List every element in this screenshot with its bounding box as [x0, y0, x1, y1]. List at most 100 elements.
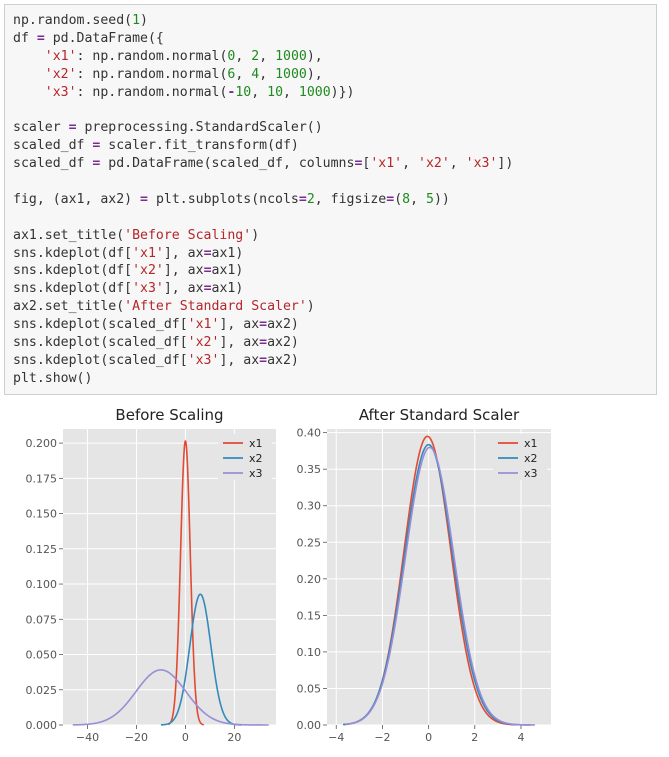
- code-token: [13, 85, 45, 100]
- code-cell[interactable]: np.random.seed(1) df = pd.DataFrame({ 'x1…: [4, 4, 657, 395]
- code-token: 10: [267, 84, 284, 100]
- xtick-label: 0: [182, 731, 189, 744]
- code-token: pd.DataFrame(scaled_df, columns: [100, 156, 355, 172]
- code-token: 'x2': [44, 66, 77, 82]
- code-token: scaler.fit_transform(df): [100, 138, 299, 154]
- ytick-label: 0.35: [297, 463, 322, 476]
- code-token: =: [36, 30, 45, 46]
- series-line-x1: [167, 440, 205, 726]
- chart-title: After Standard Scaler: [359, 406, 520, 424]
- code-token: 1: [132, 13, 141, 28]
- code-token: 'x2': [418, 156, 450, 172]
- ytick-label: 0.200: [26, 437, 58, 450]
- code-line: sns.kdeplot(df['x2'], ax=ax1): [13, 262, 513, 280]
- code-token: preprocessing.StandardScaler(): [76, 120, 323, 136]
- code-token: )}): [330, 84, 355, 100]
- code-token: ),: [306, 48, 323, 64]
- code-token: [: [362, 156, 371, 172]
- code-token: 'x1': [132, 245, 164, 261]
- code-token: 1000: [298, 84, 331, 100]
- code-token: ax1): [211, 263, 244, 279]
- code-token: scaled_df: [13, 138, 93, 154]
- output-figure: 0.000 0.025 0.050 0.075 0.100 0.125 0.150 0.175…: [0, 398, 669, 753]
- code-token: sns.kdeplot(scaled_df[: [13, 335, 188, 351]
- code-token: plt.show(): [13, 370, 93, 386]
- code-token: ], ax: [163, 263, 204, 279]
- code-line: ax2.set_title('After Standard Scaler'): [13, 298, 513, 316]
- code-token: =: [140, 191, 148, 207]
- code-line: scaler = preprocessing.StandardScaler(): [13, 119, 513, 137]
- code-token: ),: [306, 66, 323, 82]
- ytick-label: 0.125: [26, 543, 58, 556]
- legend-label: x3: [524, 467, 538, 480]
- xtick-label: −20: [125, 731, 148, 744]
- legend-label: x2: [524, 452, 538, 465]
- code-token: scaled_df: [13, 156, 93, 172]
- code-line: sns.kdeplot(scaled_df['x2'], ax=ax2): [13, 334, 513, 352]
- code-token: sns.kdeplot(df[: [13, 281, 133, 297]
- code-token: : np.random.normal(: [76, 48, 228, 64]
- ytick-label: 0.025: [26, 684, 58, 697]
- chart-1: 0.000 0.025 0.050 0.075 0.100 0.125 0.150 0.175…: [26, 406, 276, 744]
- code-token: ax2.set_title(: [13, 299, 125, 315]
- ytick-label: 0.20: [297, 573, 322, 586]
- ytick-label: 0.25: [297, 536, 322, 549]
- code-token: =: [203, 263, 212, 279]
- code-token: ,: [251, 84, 268, 100]
- code-line: fig, (ax1, ax2) = plt.subplots(ncols=2, …: [13, 191, 513, 209]
- ytick-label: 0.00: [297, 719, 322, 732]
- code-token: 1000: [275, 48, 307, 64]
- code-token: 'x1': [44, 48, 77, 64]
- code-token: 5: [425, 191, 434, 207]
- code-token: 4: [251, 66, 260, 82]
- code-token: pd.DataFrame({: [44, 30, 164, 46]
- figure-svg: 0.0000.0250.0500.0750.1000.1250.1500.175…: [26, 406, 551, 744]
- code-token: ,: [449, 156, 466, 172]
- code-token: ,: [235, 66, 252, 82]
- code-line: sns.kdeplot(df['x1'], ax=ax1): [13, 245, 513, 263]
- code-token: 'After Standard Scaler': [124, 299, 307, 315]
- ytick-label: 0.40: [297, 427, 322, 440]
- xtick-label: 0: [425, 731, 432, 744]
- code-block[interactable]: np.random.seed(1) df = pd.DataFrame({ 'x1…: [13, 12, 513, 388]
- code-token: sns.kdeplot(df[: [13, 263, 133, 279]
- code-token: )): [433, 191, 450, 207]
- code-token: ): [251, 227, 260, 243]
- code-token: 8: [402, 191, 411, 207]
- code-token: =: [259, 317, 268, 333]
- code-token: =: [259, 335, 268, 351]
- code-token: 'x2': [132, 263, 164, 279]
- ytick-label: 0.150: [26, 508, 58, 521]
- xtick-label: −2: [374, 731, 390, 744]
- code-line: scaled_df = scaler.fit_transform(df): [13, 137, 513, 155]
- code-token: [13, 49, 45, 64]
- code-token: ax2): [267, 335, 299, 351]
- ytick-label: 0.075: [26, 613, 58, 626]
- ytick-label: 0.30: [297, 500, 322, 513]
- code-line: sns.kdeplot(scaled_df['x1'], ax=ax2): [13, 316, 513, 334]
- code-line: ax1.set_title('Before Scaling'): [13, 227, 513, 245]
- code-token: sns.kdeplot(scaled_df[: [13, 317, 188, 333]
- code-line: np.random.seed(1): [13, 12, 513, 30]
- xtick-label: 2: [471, 731, 478, 744]
- legend-label: x3: [249, 467, 263, 480]
- xtick-label: 4: [517, 731, 524, 744]
- code-token: =: [259, 352, 268, 368]
- code-token: 1000: [275, 66, 307, 82]
- code-token: =: [354, 156, 363, 172]
- code-line: 'x1': np.random.normal(0, 2, 1000),: [13, 48, 513, 66]
- code-line: scaled_df = pd.DataFrame(scaled_df, colu…: [13, 155, 513, 173]
- code-token: ,: [235, 48, 252, 64]
- ytick-label: 0.100: [26, 578, 58, 591]
- code-token: ax1): [211, 281, 244, 297]
- code-token: ax1.set_title(: [13, 227, 125, 243]
- code-token: ,: [259, 48, 276, 64]
- code-token: =: [298, 191, 307, 207]
- code-token: 'x3': [187, 352, 220, 368]
- code-line: sns.kdeplot(df['x3'], ax=ax1): [13, 280, 513, 298]
- ytick-label: 0.000: [26, 719, 58, 732]
- code-token: , figsize: [314, 191, 387, 207]
- code-line: plt.show(): [13, 370, 513, 388]
- code-token: 10: [235, 84, 252, 100]
- code-token: ], ax: [163, 245, 204, 261]
